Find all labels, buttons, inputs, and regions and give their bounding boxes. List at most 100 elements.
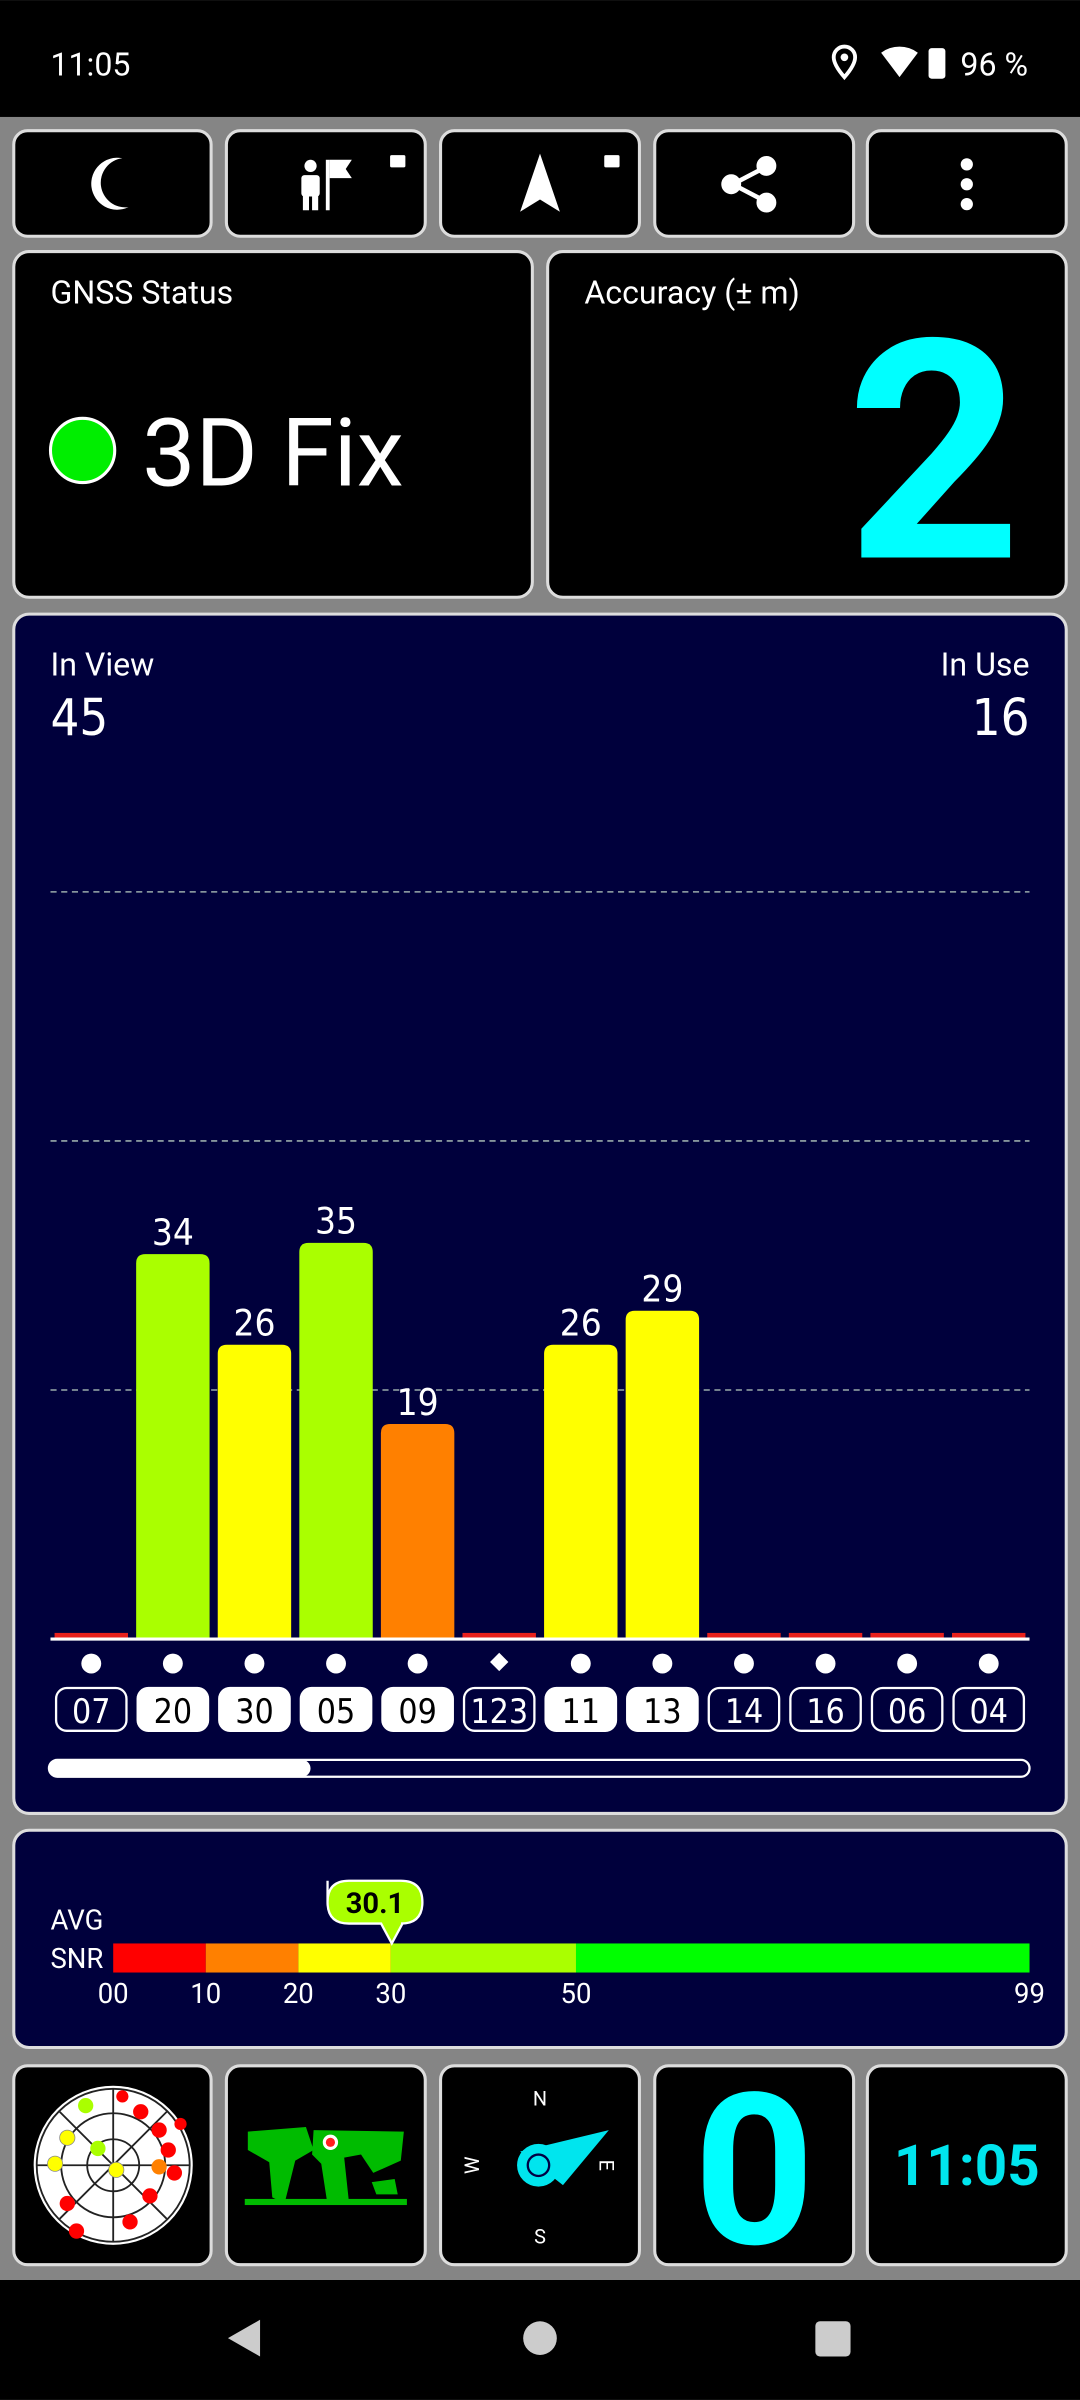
snr-panel bbox=[12, 1828, 1068, 2050]
empty-signal bbox=[707, 1632, 781, 1640]
satellite-id-box bbox=[136, 1686, 210, 1732]
satellite-id-box bbox=[544, 1686, 618, 1732]
accuracy-panel bbox=[546, 250, 1068, 599]
bar bbox=[217, 1344, 292, 1640]
snr-scale: 00 10 20 30 50 99 30.1 bbox=[98, 1879, 1045, 2010]
snr-pointer bbox=[326, 1879, 424, 1946]
satellite-id-box bbox=[381, 1686, 454, 1732]
satellite-id-box bbox=[218, 1686, 291, 1732]
arrow-icon bbox=[520, 153, 620, 212]
satellite-id-box bbox=[626, 1686, 699, 1732]
snr-tick-label: 10 bbox=[190, 1977, 221, 2010]
clock-value: 11:05 bbox=[894, 2132, 1040, 2199]
satellite-id: 123 bbox=[470, 1692, 528, 1731]
satellite-id: 16 bbox=[806, 1692, 845, 1731]
constellation-marker bbox=[244, 1653, 265, 1674]
bar bbox=[380, 1423, 455, 1640]
snr-tick-label: 50 bbox=[561, 1977, 592, 2010]
satellite-id: 13 bbox=[643, 1692, 682, 1731]
signal-chart: 07 34 20 26 30 35 05 19 09 123 26 11 29 13 14 16 06 04 bbox=[50, 891, 1030, 1732]
satellite-id: 09 bbox=[398, 1692, 437, 1731]
share-button[interactable] bbox=[653, 129, 856, 238]
constellation-marker bbox=[897, 1653, 918, 1674]
constellation-marker bbox=[652, 1653, 673, 1674]
bar-value-label: 19 bbox=[397, 1381, 439, 1424]
empty-signal bbox=[54, 1632, 128, 1640]
satellite-id-box bbox=[54, 1686, 128, 1732]
snr-tick-label: 00 bbox=[98, 1977, 129, 2010]
scrollbar-thumb[interactable] bbox=[48, 1759, 311, 1777]
moon-icon bbox=[91, 157, 129, 210]
world-map-icon bbox=[244, 2127, 407, 2206]
gnss-status-title: GNSS Status bbox=[50, 274, 233, 312]
back-button[interactable] bbox=[227, 2319, 261, 2357]
night-mode-button[interactable] bbox=[12, 129, 213, 238]
constellation-marker bbox=[407, 1653, 428, 1674]
constellation-marker bbox=[162, 1653, 183, 1674]
share-icon bbox=[721, 155, 777, 213]
compass-south: S bbox=[534, 2225, 546, 2248]
bar bbox=[299, 1242, 373, 1640]
empty-signal bbox=[870, 1632, 944, 1640]
constellation-marker bbox=[81, 1653, 102, 1674]
accuracy-value: 2 bbox=[846, 274, 1022, 633]
constellation-marker bbox=[326, 1653, 346, 1674]
fix-status: 3D Fix bbox=[142, 399, 404, 510]
accuracy-title: Accuracy (± m) bbox=[584, 274, 799, 312]
in-view-count: 45 bbox=[50, 688, 108, 747]
bar bbox=[136, 1254, 210, 1640]
empty-signal bbox=[462, 1632, 536, 1640]
satellite-id: 06 bbox=[888, 1692, 927, 1731]
compass-needle bbox=[517, 2130, 609, 2187]
snr-tick-label: 30 bbox=[375, 1977, 406, 2010]
constellation-marker bbox=[815, 1653, 836, 1674]
satellite-id: 04 bbox=[969, 1692, 1008, 1731]
home-button[interactable] bbox=[523, 2321, 557, 2355]
bar-value-label: 26 bbox=[233, 1302, 275, 1345]
fix-indicator bbox=[48, 416, 117, 485]
clock-tile[interactable] bbox=[865, 2064, 1068, 2267]
satellite-id-box bbox=[299, 1686, 373, 1732]
constellation-marker bbox=[490, 1652, 509, 1672]
recents-button[interactable] bbox=[815, 2321, 851, 2357]
compass-north: N bbox=[533, 2088, 547, 2111]
status-time: 11:05 bbox=[50, 46, 130, 84]
status-bar bbox=[0, 0, 1080, 117]
snr-tick-label: 99 bbox=[1014, 1977, 1045, 2010]
in-use-label: In Use bbox=[941, 645, 1030, 683]
wifi-icon bbox=[881, 46, 918, 78]
satellite-id-box bbox=[789, 1686, 862, 1732]
snr-segment bbox=[390, 1943, 576, 1973]
satellite-id: 14 bbox=[725, 1692, 764, 1731]
speed-tile[interactable] bbox=[653, 2064, 856, 2267]
radar-icon bbox=[33, 2085, 193, 2245]
satellite-id: 05 bbox=[317, 1692, 356, 1731]
empty-signal bbox=[788, 1632, 863, 1640]
satellite-id-box bbox=[707, 1686, 781, 1732]
flag-person-icon bbox=[301, 155, 406, 211]
location-icon bbox=[831, 44, 858, 81]
compass-west: W bbox=[461, 2156, 484, 2174]
satellite-id-box bbox=[952, 1686, 1026, 1732]
constellation-marker bbox=[978, 1653, 999, 1674]
in-view-label: In View bbox=[50, 645, 154, 683]
bar bbox=[625, 1310, 700, 1640]
bar-value-label: 29 bbox=[641, 1268, 683, 1311]
gnss-status-panel bbox=[12, 250, 534, 599]
empty-signal bbox=[952, 1632, 1026, 1640]
battery-level: 96 % bbox=[960, 46, 1028, 84]
constellation-marker bbox=[734, 1653, 754, 1674]
snr-average-value: 30.1 bbox=[346, 1887, 404, 1921]
snr-segment bbox=[113, 1943, 206, 1973]
bar-value-label: 26 bbox=[560, 1302, 602, 1345]
satellite-id-box bbox=[462, 1686, 536, 1732]
snr-segment bbox=[205, 1943, 299, 1973]
satellite-id: 30 bbox=[235, 1692, 274, 1731]
in-use-count: 16 bbox=[972, 688, 1030, 747]
bar-value-label: 35 bbox=[315, 1200, 357, 1243]
snr-label-top: AVG bbox=[50, 1904, 103, 1937]
satellite-id: 20 bbox=[154, 1692, 193, 1731]
constellation-marker bbox=[570, 1653, 591, 1674]
